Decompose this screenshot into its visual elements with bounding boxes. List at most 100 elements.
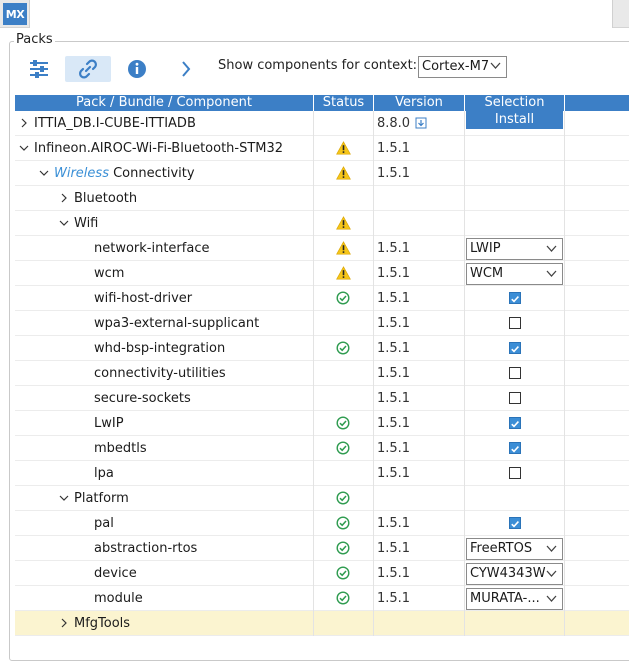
status-cell [314, 461, 374, 486]
status-cell [314, 211, 374, 236]
version-cell: 1.5.1 [374, 161, 465, 186]
variant-select[interactable]: WCM [466, 263, 563, 285]
install-button[interactable]: Install [466, 111, 563, 129]
component-checkbox[interactable] [509, 442, 521, 454]
column-header-version[interactable]: Version [374, 95, 465, 111]
extra-cell [565, 611, 629, 636]
table-row[interactable]: device 1.5.1 CYW4343W [15, 561, 629, 586]
selection-cell [465, 611, 565, 636]
expand-button[interactable] [163, 56, 209, 82]
extra-cell [565, 261, 629, 286]
link-icon [79, 59, 97, 79]
version-text: 1.5.1 [377, 266, 411, 281]
dependencies-button[interactable] [65, 56, 111, 82]
extra-cell [565, 436, 629, 461]
table-row[interactable]: abstraction-rtos 1.5.1 FreeRTOS [15, 536, 629, 561]
collapsed-arrow[interactable] [59, 192, 69, 204]
version-cell: 1.5.1 [374, 561, 465, 586]
component-checkbox[interactable] [509, 417, 521, 429]
variant-select[interactable]: CYW4343W [466, 563, 563, 585]
info-button[interactable] [114, 56, 160, 82]
table-row[interactable]: Wireless Connectivity 1.5.1 [15, 161, 629, 186]
table-row[interactable]: lpa 1.5.1 [15, 461, 629, 486]
component-name: whd-bsp-integration [94, 341, 225, 356]
table-row[interactable]: mbedtls 1.5.1 [15, 436, 629, 461]
table-row[interactable]: MfgTools [15, 611, 629, 636]
table-row[interactable]: Platform [15, 486, 629, 511]
selection-cell: CYW4343W [465, 561, 565, 586]
table-row[interactable]: wpa3-external-supplicant 1.5.1 [15, 311, 629, 336]
title-bar: MX [0, 0, 629, 28]
collapsed-arrow[interactable] [19, 117, 29, 129]
collapsed-arrow[interactable] [59, 617, 69, 629]
component-checkbox[interactable] [509, 342, 521, 354]
component-name-text: lpa [94, 466, 114, 481]
column-header-selection[interactable]: Selection [465, 95, 565, 111]
filter-settings-button[interactable] [16, 56, 62, 82]
variant-select[interactable]: MURATA-... [466, 588, 563, 610]
extra-cell [565, 236, 629, 261]
table-row[interactable]: module 1.5.1 MURATA-... [15, 586, 629, 611]
context-select-value: Cortex-M7 [422, 59, 490, 74]
version-cell: 1.5.1 [374, 536, 465, 561]
version-text: 1.5.1 [377, 291, 411, 306]
table-row[interactable]: pal 1.5.1 [15, 511, 629, 536]
context-select[interactable]: Cortex-M7 [418, 56, 507, 78]
expanded-arrow[interactable] [19, 142, 29, 154]
component-checkbox[interactable] [509, 367, 521, 379]
version-cell: 1.5.1 [374, 436, 465, 461]
table-row[interactable]: network-interface 1.5.1 LWIP [15, 236, 629, 261]
selection-cell [465, 411, 565, 436]
variant-select[interactable]: LWIP [466, 238, 563, 260]
table-row[interactable]: Infineon.AIROC-Wi-Fi-Bluetooth-STM32 1.5.… [15, 136, 629, 161]
component-checkbox[interactable] [509, 292, 521, 304]
name-cell: wifi-host-driver [15, 286, 314, 311]
table-row[interactable]: wifi-host-driver 1.5.1 [15, 286, 629, 311]
component-checkbox[interactable] [509, 317, 521, 329]
version-text: 1.5.1 [377, 141, 411, 156]
expanded-arrow[interactable] [59, 492, 69, 504]
chevron-down-icon [59, 495, 69, 501]
chevron-down-icon [59, 220, 69, 226]
expanded-arrow[interactable] [39, 167, 49, 179]
name-cell: lpa [15, 461, 314, 486]
chevron-right-icon [182, 61, 191, 77]
version-cell: 1.5.1 [374, 411, 465, 436]
status-cell [314, 186, 374, 211]
component-name-text: pal [94, 516, 114, 531]
warning-icon [336, 166, 351, 180]
table-row[interactable]: ITTIA_DB.I-CUBE-ITTIADB 8.8.0 Install [15, 111, 629, 136]
check-circle-icon [336, 441, 350, 455]
version-text: 1.5.1 [377, 591, 411, 606]
expanded-arrow[interactable] [59, 217, 69, 229]
table-row[interactable]: secure-sockets 1.5.1 [15, 386, 629, 411]
column-header-name[interactable]: Pack / Bundle / Component [15, 95, 314, 111]
table-row[interactable]: LwIP 1.5.1 [15, 411, 629, 436]
name-cell: wpa3-external-supplicant [15, 311, 314, 336]
table-row[interactable]: connectivity-utilities 1.5.1 [15, 361, 629, 386]
chevron-right-icon [21, 118, 27, 128]
name-cell: Wifi [15, 211, 314, 236]
name-cell: LwIP [15, 411, 314, 436]
chevron-down-icon [546, 545, 557, 552]
name-cell: device [15, 561, 314, 586]
table-row[interactable]: whd-bsp-integration 1.5.1 [15, 336, 629, 361]
component-name: secure-sockets [94, 391, 191, 406]
component-name: wpa3-external-supplicant [94, 316, 259, 331]
version-text: 1.5.1 [377, 316, 411, 331]
component-checkbox[interactable] [509, 517, 521, 529]
table-row[interactable]: Wifi [15, 211, 629, 236]
version-cell [374, 611, 465, 636]
table-row[interactable]: wcm 1.5.1 WCM [15, 261, 629, 286]
component-checkbox[interactable] [509, 392, 521, 404]
component-checkbox[interactable] [509, 467, 521, 479]
component-name-text: module [94, 591, 143, 606]
column-header-status[interactable]: Status [314, 95, 374, 111]
version-text: 1.5.1 [377, 341, 411, 356]
chevron-down-icon [39, 170, 49, 176]
warning-icon [336, 266, 351, 280]
table-body: ITTIA_DB.I-CUBE-ITTIADB 8.8.0 Install Infin… [15, 111, 629, 636]
version-text: 1.5.1 [377, 241, 411, 256]
table-row[interactable]: Bluetooth [15, 186, 629, 211]
variant-select[interactable]: FreeRTOS [466, 538, 563, 560]
